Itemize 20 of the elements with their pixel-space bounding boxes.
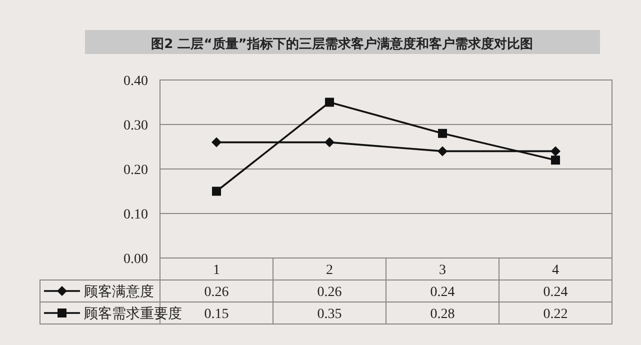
chart-title: 图2 二层“质量”指标下的三层需求客户满意度和客户需求度对比图 bbox=[151, 36, 533, 52]
x-tick-label: 1 bbox=[213, 263, 220, 278]
data-label: 0.24 bbox=[430, 285, 455, 300]
x-tick-label: 4 bbox=[552, 263, 559, 278]
data-label: 0.26 bbox=[204, 285, 229, 300]
y-tick-label: 0.40 bbox=[124, 74, 148, 89]
data-label: 0.24 bbox=[543, 285, 568, 300]
data-label: 0.26 bbox=[317, 285, 342, 300]
y-tick-label: 0.30 bbox=[124, 118, 148, 134]
y-tick-label: 0.20 bbox=[124, 163, 148, 178]
y-tick-label: 0.10 bbox=[124, 208, 148, 222]
legend-label: 顾客满意度 bbox=[84, 284, 154, 300]
x-tick-label: 3 bbox=[439, 263, 446, 278]
data-label: 0.28 bbox=[430, 307, 455, 322]
data-label: 0.22 bbox=[543, 307, 568, 322]
data-label: 0.35 bbox=[317, 307, 342, 322]
x-tick-label: 2 bbox=[326, 263, 333, 278]
y-tick-label: 0.00 bbox=[124, 252, 148, 267]
legend-label: 顾客需求重要度 bbox=[84, 306, 182, 322]
data-label: 0.15 bbox=[204, 307, 229, 322]
